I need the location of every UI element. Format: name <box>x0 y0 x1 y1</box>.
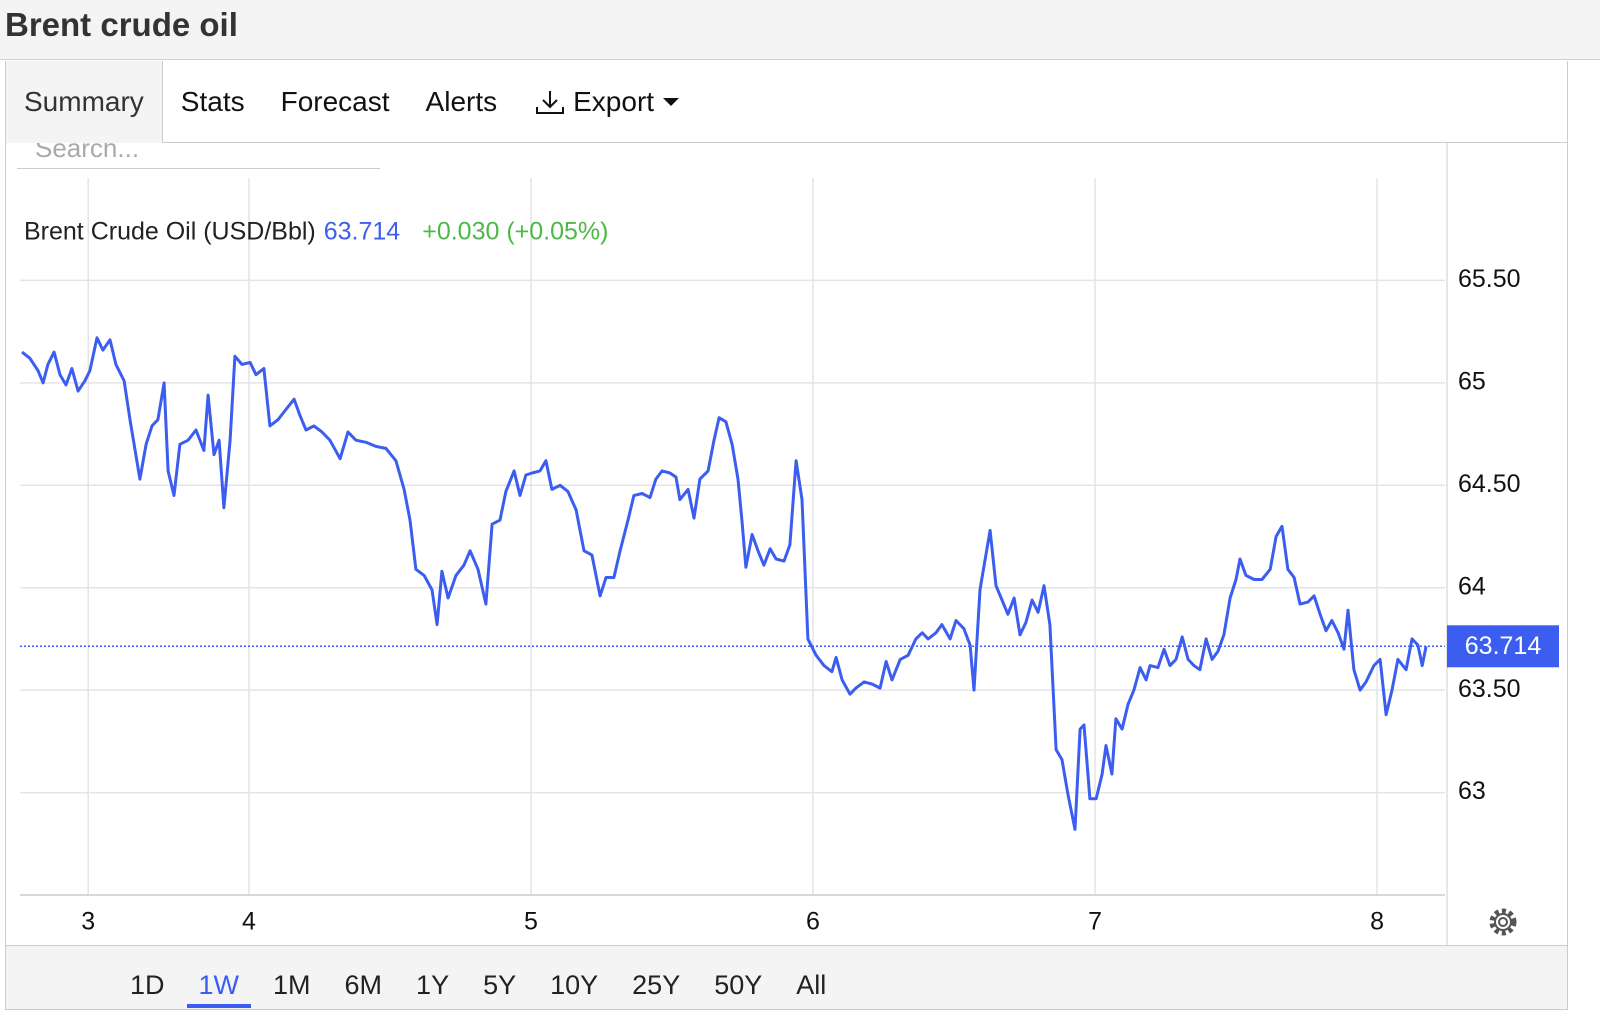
last-price-label: 63.714 <box>1465 632 1542 660</box>
settings-icon[interactable] <box>1489 908 1517 936</box>
last-price-badge <box>1447 625 1559 668</box>
tab-bar: Summary Stats Forecast Alerts Export <box>5 61 1568 143</box>
y-tick-label: 65 <box>1458 367 1486 395</box>
range-button[interactable]: All <box>796 970 827 1000</box>
header: Brent crude oil <box>0 0 1600 60</box>
x-tick-label: 6 <box>806 908 820 936</box>
tab-label: Export <box>573 86 655 117</box>
y-tick-label: 64.50 <box>1458 470 1521 498</box>
legend-last: 63.714 <box>324 218 401 246</box>
dropdown-caret <box>663 98 680 106</box>
tab-label: Stats <box>180 86 245 117</box>
range-bar: 1D 1W 1M 6M 1Y 5Y 10Y 25Y 50Y All <box>5 945 1568 1010</box>
tab-label: Alerts <box>425 86 498 117</box>
x-tick-label: 5 <box>524 908 538 936</box>
page-title: Brent crude oil <box>5 6 238 43</box>
range-button[interactable]: 6M <box>344 970 383 1000</box>
search-placeholder: Search... <box>35 143 140 163</box>
range-button[interactable]: 1D <box>130 970 165 1000</box>
range-button[interactable]: 1M <box>273 970 311 1000</box>
x-tick-label: 3 <box>81 908 95 936</box>
x-tick-label: 8 <box>1370 908 1384 936</box>
download-icon <box>536 91 565 114</box>
range-button[interactable]: 1W <box>186 946 252 1008</box>
y-tick-label: 63.50 <box>1458 675 1521 703</box>
tab-label: Summary <box>24 86 144 117</box>
range-button[interactable]: 25Y <box>632 970 681 1000</box>
legend-name: Brent Crude Oil (USD/Bbl) <box>24 218 316 246</box>
y-tick-label: 64 <box>1458 572 1486 600</box>
chart-panel <box>5 143 1568 945</box>
range-button[interactable]: 1Y <box>416 970 450 1000</box>
tab[interactable]: Stats <box>163 61 263 143</box>
x-tick-label: 4 <box>242 908 256 936</box>
y-tick-label: 65.50 <box>1458 265 1521 293</box>
price-line <box>21 336 1428 831</box>
range-button[interactable]: 50Y <box>714 970 763 1000</box>
range-button[interactable]: 10Y <box>550 970 599 1000</box>
search-box[interactable]: Search... <box>17 143 380 169</box>
legend-change: +0.030 (+0.05%) <box>422 218 608 246</box>
x-tick-label: 7 <box>1088 908 1102 936</box>
tab[interactable]: Alerts <box>408 61 516 143</box>
range-button[interactable]: 5Y <box>483 970 517 1000</box>
tab-label: Forecast <box>280 86 390 117</box>
tab[interactable]: Summary <box>6 61 163 143</box>
y-tick-label: 63 <box>1458 777 1486 805</box>
tab[interactable]: Export <box>515 61 700 143</box>
chart: 63 63.50 64 64.50 65 65.50 3 4 5 6 7 8 63.714 Brent C… <box>20 143 1559 945</box>
tab[interactable]: Forecast <box>263 61 408 143</box>
